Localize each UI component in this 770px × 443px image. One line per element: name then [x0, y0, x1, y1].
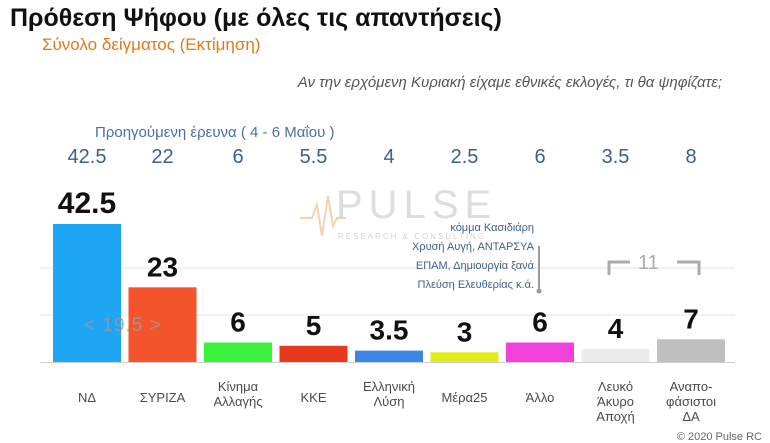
pulse-watermark-subtitle: RESEARCH & CONSULTING — [338, 232, 487, 241]
bar — [657, 339, 725, 362]
category-label: Λύση — [373, 394, 404, 409]
previous-value: 22 — [151, 146, 174, 168]
bracket-right — [677, 260, 701, 275]
bar-value-label: 3.5 — [370, 315, 409, 346]
other-note-line: κόμμα Κασιδιάρη — [450, 222, 534, 234]
other-note-connector-dot — [536, 288, 542, 294]
category-label: Αποχή — [596, 409, 634, 424]
bar-value-label: 6 — [532, 307, 548, 338]
bar — [581, 349, 650, 362]
previous-value: 6 — [534, 146, 546, 168]
bar — [204, 342, 272, 362]
category-label: Αλλαγής — [214, 394, 263, 409]
previous-value: 8 — [685, 146, 697, 168]
pulse-watermark-icon — [300, 195, 346, 237]
category-label: Ελληνική — [363, 379, 415, 394]
bar-value-label: 6 — [230, 307, 246, 338]
blank-undecided-total: 11 — [638, 252, 659, 274]
category-label: Λευκό — [598, 379, 633, 394]
previous-value: 3.5 — [601, 146, 630, 168]
category-label: ΝΔ — [78, 390, 96, 405]
other-parties-note: κόμμα Κασιδιάρη Χρυσή Αυγή, ΑΝΤΑΡΣΥΑ ΕΠΑ… — [381, 219, 534, 295]
category-label: Αναπο- — [670, 379, 713, 394]
bar-value-label: 4 — [608, 313, 624, 344]
category-label: Άλλο — [526, 390, 555, 405]
bar — [355, 350, 423, 362]
other-note-line: Χρυσή Αυγή, ΑΝΤΑΡΣΥΑ — [412, 241, 534, 253]
category-label: Άκυρο — [597, 394, 634, 409]
bracket-left — [607, 260, 630, 275]
pulse-watermark-logo: PULSE — [336, 183, 498, 227]
bar — [128, 287, 197, 362]
category-label: φάσιστοι — [666, 394, 716, 409]
other-note-line: ΕΠΑΜ, Δημιουργία ξανά — [415, 260, 534, 272]
previous-value: 6 — [232, 146, 244, 168]
bar-value-label: 7 — [683, 303, 699, 334]
category-label: Μέρα25 — [442, 390, 488, 405]
survey-question: Αν την ερχόμενη Κυριακή είχαμε εθνικές ε… — [297, 74, 722, 91]
previous-value: 2.5 — [450, 146, 479, 168]
previous-value: 4 — [383, 146, 395, 168]
chart-title: Πρόθεση Ψήφου (με όλες τις απαντήσεις) — [10, 4, 502, 32]
bar — [279, 345, 348, 362]
bar-value-label: 3 — [457, 316, 473, 347]
other-note-line: Πλεύση Ελευθερίας κ.ά. — [417, 279, 535, 291]
bar-value-label: 23 — [147, 251, 178, 282]
category-label: ΣΥΡΙΖΑ — [140, 390, 186, 405]
category-label: ΚΚΕ — [300, 390, 326, 405]
chart-subtitle: Σύνολο δείγματος (Εκτίμηση) — [42, 35, 261, 54]
bar — [53, 224, 121, 362]
bar — [506, 342, 574, 362]
category-label: Κίνημα — [218, 379, 259, 394]
category-label: ΔΑ — [682, 409, 700, 424]
previous-value: 5.5 — [299, 146, 328, 168]
nd-lead-annotation: < 19.5 > — [84, 315, 162, 336]
previous-value: 42.5 — [67, 146, 107, 168]
bar — [430, 352, 499, 362]
previous-survey-label: Προηγούμενη έρευνα ( 4 - 6 Μαΐου ) — [95, 124, 335, 141]
bar-value-label: 42.5 — [58, 187, 116, 220]
bar-value-label: 5 — [306, 310, 322, 341]
copyright-text: © 2020 Pulse RC — [676, 431, 762, 443]
